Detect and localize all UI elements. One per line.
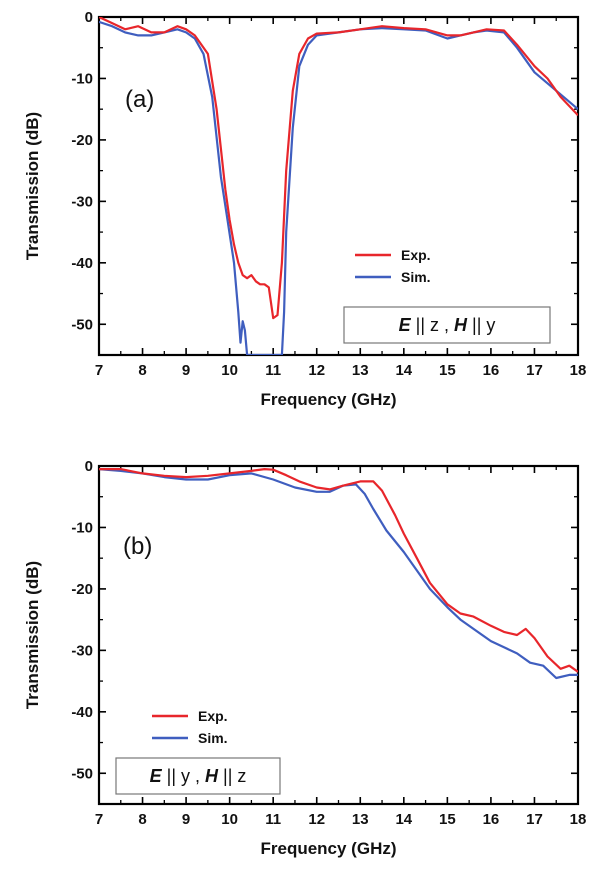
axis-ticks: 7 8 9 10 11 12 13 14 15 16 17 18 0 -10 -20 -30 -40 -50 xyxy=(71,9,586,379)
x-tick-label: 9 xyxy=(182,362,190,379)
y-tick-label: 0 xyxy=(85,9,93,26)
legend-label-exp: Exp. xyxy=(401,247,431,263)
legend: Exp. Sim. xyxy=(355,247,431,285)
h-field-symbol: H xyxy=(454,315,468,335)
x-tick-label: 14 xyxy=(395,362,412,379)
x-tick-label: 7 xyxy=(95,811,103,828)
legend: Exp. Sim. xyxy=(152,708,228,746)
x-tick-label: 11 xyxy=(265,362,281,379)
legend-label-sim: Sim. xyxy=(401,269,431,285)
axis-ticks: 7 8 9 10 11 12 13 14 15 16 17 18 0 -10 -20 -30 -40 -50 xyxy=(71,458,586,828)
separator-comma: , xyxy=(439,315,454,335)
x-tick-label: 14 xyxy=(395,811,412,828)
x-tick-label: 13 xyxy=(352,811,369,828)
y-tick-label: -20 xyxy=(71,581,93,598)
y-tick-label: -50 xyxy=(71,316,93,333)
x-tick-label: 8 xyxy=(138,362,146,379)
series-layer xyxy=(99,17,578,355)
x-tick-label: 16 xyxy=(483,362,500,379)
e-field-direction: y xyxy=(181,766,190,786)
polarization-label: E || z , H || y xyxy=(399,315,496,335)
chart-panel-b: 7 8 9 10 11 12 13 14 15 16 17 18 0 -10 -20 -30 -40 -50 (b… xyxy=(23,458,586,858)
x-tick-label: 15 xyxy=(439,811,456,828)
y-tick-label: -10 xyxy=(71,519,93,536)
polarization-frame xyxy=(115,757,281,795)
e-field-direction: z xyxy=(430,315,439,335)
plot-frame xyxy=(97,464,580,806)
x-tick-label: 12 xyxy=(308,362,325,379)
y-tick-label: -40 xyxy=(71,255,93,272)
parallel-symbol: || xyxy=(162,766,181,786)
y-tick-label: -50 xyxy=(71,765,93,782)
x-tick-label: 9 xyxy=(182,811,190,828)
x-tick-label: 7 xyxy=(95,362,103,379)
panel-label: (a) xyxy=(125,86,154,113)
chart-panel-a: 7 8 9 10 11 12 13 14 15 16 17 18 0 -10 -20 -30 -40 -50 (a… xyxy=(23,9,586,409)
panel-label: (b) xyxy=(123,533,152,560)
x-tick-label: 11 xyxy=(265,811,281,828)
y-axis-title: Transmission (dB) xyxy=(23,561,42,709)
polarization-label: E || y , H || z xyxy=(150,766,247,786)
series-line-sim xyxy=(99,468,578,680)
legend-label-exp: Exp. xyxy=(198,708,228,724)
x-tick-label: 8 xyxy=(138,811,146,828)
y-tick-label: -10 xyxy=(71,70,93,87)
legend-label-sim: Sim. xyxy=(198,730,228,746)
separator-comma: , xyxy=(190,766,205,786)
parallel-symbol: || xyxy=(411,315,430,335)
h-field-direction: y xyxy=(486,315,495,335)
y-axis-title: Transmission (dB) xyxy=(23,112,42,260)
x-tick-label: 17 xyxy=(526,811,543,828)
polarization-box: E || z , H || y xyxy=(343,306,551,344)
x-axis-title: Frequency (GHz) xyxy=(260,390,396,409)
x-tick-label: 13 xyxy=(352,362,369,379)
x-tick-label: 12 xyxy=(308,811,325,828)
x-tick-label: 16 xyxy=(483,811,500,828)
parallel-symbol: || xyxy=(218,766,237,786)
series-line-sim xyxy=(99,20,578,355)
h-field-symbol: H xyxy=(205,766,219,786)
y-tick-label: -30 xyxy=(71,193,93,210)
e-field-symbol: E xyxy=(399,315,412,335)
parallel-symbol: || xyxy=(467,315,486,335)
x-tick-label: 18 xyxy=(570,811,587,828)
series-line-exp xyxy=(99,17,578,320)
y-tick-label: -40 xyxy=(71,704,93,721)
x-tick-label: 18 xyxy=(570,362,587,379)
x-tick-label: 10 xyxy=(221,362,238,379)
polarization-frame xyxy=(343,306,551,344)
series-layer xyxy=(99,468,578,680)
e-field-symbol: E xyxy=(150,766,163,786)
y-tick-label: -30 xyxy=(71,642,93,659)
y-tick-label: -20 xyxy=(71,132,93,149)
x-tick-label: 15 xyxy=(439,362,456,379)
series-line-exp xyxy=(99,468,578,673)
polarization-box: E || y , H || z xyxy=(115,757,281,795)
y-tick-label: 0 xyxy=(85,458,93,475)
plot-frame xyxy=(97,15,580,357)
x-tick-label: 10 xyxy=(221,811,238,828)
x-tick-label: 17 xyxy=(526,362,543,379)
x-axis-title: Frequency (GHz) xyxy=(260,839,396,858)
h-field-direction: z xyxy=(237,766,246,786)
